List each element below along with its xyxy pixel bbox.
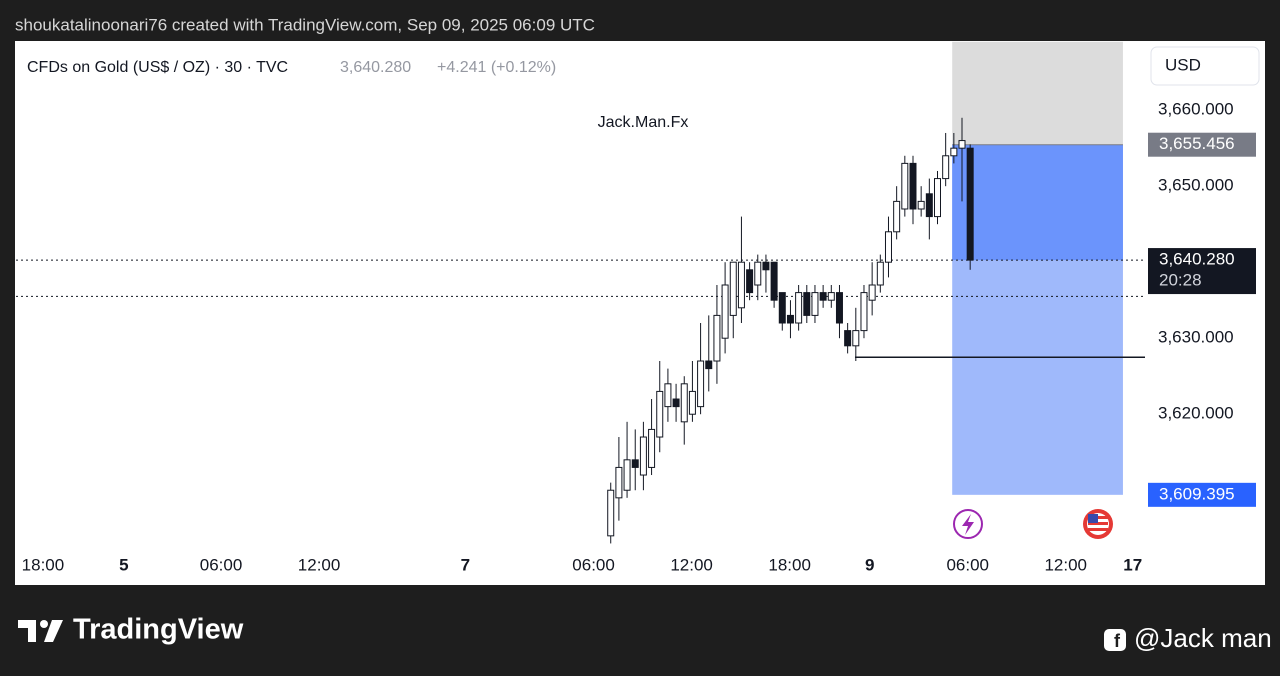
candle-body <box>925 193 933 218</box>
last-price-label-box <box>1148 248 1256 295</box>
currency-box[interactable] <box>1150 46 1260 86</box>
x-tick-label: 12:00 <box>298 555 341 574</box>
fb-icon <box>1104 629 1126 651</box>
candle-body <box>844 330 852 347</box>
tv-logo <box>18 620 63 642</box>
candle-body <box>811 292 819 316</box>
candle-body <box>729 261 737 316</box>
y-tick-label: 3,620.000 <box>1158 404 1234 423</box>
currency: USD <box>1165 55 1201 74</box>
y-tick-label: 3,660.000 <box>1158 100 1234 119</box>
candle-body <box>852 330 860 347</box>
candle-body <box>901 162 909 210</box>
fb-f: f <box>1114 631 1121 651</box>
entry-label-box <box>1148 132 1256 157</box>
candle-body <box>950 147 958 157</box>
stop-zone <box>952 41 1123 145</box>
candle-body <box>705 360 713 370</box>
candle-body <box>623 459 631 491</box>
x-tick-label: 18:00 <box>768 555 811 574</box>
footer-handle: @Jack man <box>1134 623 1272 653</box>
candle-body <box>933 178 941 218</box>
candle-body <box>664 383 672 408</box>
candle-body <box>754 261 762 286</box>
x-tick-label: 12:00 <box>670 555 713 574</box>
candle-body <box>917 200 925 210</box>
pnl-zone <box>952 144 1123 261</box>
candle-body <box>835 292 843 324</box>
x-tick-label: 7 <box>461 555 470 574</box>
candle-body <box>737 261 745 309</box>
plot <box>16 41 1145 544</box>
candle-body <box>770 261 778 301</box>
target-label-box <box>1148 482 1256 507</box>
y-tick-label: 3,630.000 <box>1158 328 1234 347</box>
x-tick-label: 06:00 <box>200 555 243 574</box>
countdown: 20:28 <box>1159 271 1202 290</box>
candle-body <box>884 231 892 263</box>
candle-body <box>795 292 803 324</box>
candle-body <box>713 314 721 362</box>
candle-body <box>778 292 786 324</box>
x-tick-label: 06:00 <box>572 555 615 574</box>
candle-body <box>966 147 974 261</box>
candle-body <box>786 314 794 324</box>
candle-body <box>827 292 835 301</box>
candle-body <box>672 398 680 408</box>
candle-body <box>958 140 966 149</box>
candle-body <box>688 390 696 415</box>
flag-canton <box>1088 514 1098 523</box>
x-tick-label: 18:00 <box>22 555 65 574</box>
candle-body <box>868 284 876 301</box>
watermark: Jack.Man.Fx <box>598 114 689 131</box>
target-label: 3,609.395 <box>1159 484 1235 503</box>
candle-body <box>876 261 884 286</box>
candle-body <box>631 459 639 468</box>
candle-body <box>680 383 688 423</box>
flag-stripe <box>1088 528 1108 531</box>
x-tick-label: 17 <box>1123 555 1142 574</box>
header-text: shoukatalinoonari76 created with Trading… <box>15 15 595 34</box>
symbol: CFDs on Gold (US$ / OZ) · 30 · TVC <box>27 59 288 76</box>
flag-stripe <box>1088 522 1108 525</box>
header-price: 3,640.280 <box>340 59 411 76</box>
candle-body <box>615 466 623 499</box>
candle-body <box>803 292 811 316</box>
header-change: +4.241 (+0.12%) <box>437 59 556 76</box>
candle-body <box>942 155 950 180</box>
candle-body <box>639 436 647 476</box>
footer-brand: TradingView <box>73 614 244 646</box>
candle-body <box>607 489 615 537</box>
x-tick-label: 5 <box>119 555 128 574</box>
candle-body <box>721 284 729 339</box>
lightning <box>962 514 974 535</box>
y-tick-label: 3,650.000 <box>1158 176 1234 195</box>
candle-body <box>860 292 868 332</box>
candle-body <box>648 428 656 468</box>
entry-label: 3,655.456 <box>1159 134 1235 153</box>
candle-body <box>762 261 770 271</box>
x-tick-label: 9 <box>865 555 874 574</box>
x-tick-label: 06:00 <box>946 555 989 574</box>
candle-body <box>893 200 901 233</box>
last-price-label: 3,640.280 <box>1159 250 1235 269</box>
candle-body <box>697 360 705 408</box>
candle-body <box>909 162 917 210</box>
candle-body <box>746 269 754 294</box>
candle-body <box>656 390 664 438</box>
candle-body <box>819 292 827 301</box>
x-tick-label: 12:00 <box>1044 555 1087 574</box>
